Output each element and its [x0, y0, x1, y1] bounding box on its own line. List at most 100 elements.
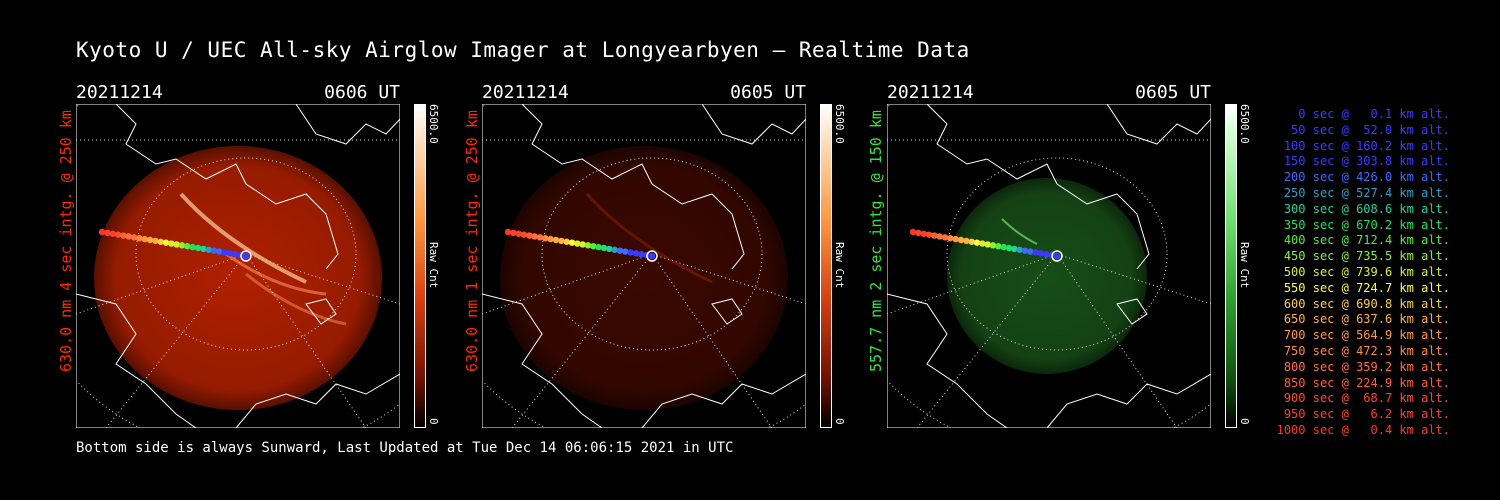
- panel-2-allsky-image: [482, 104, 806, 428]
- panel-3-allsky-image: [887, 104, 1211, 428]
- trajectory-point: [1016, 246, 1023, 253]
- trajectory-point: [568, 239, 576, 246]
- trajectory-legend: 0 sec @ 0.1 km alt. 50 sec @ 52.0 km alt…: [1250, 107, 1450, 439]
- legend-row: 200 sec @ 426.0 km alt.: [1283, 170, 1450, 185]
- trajectory-point: [1005, 244, 1013, 252]
- legend-row: 350 sec @ 670.2 km alt.: [1283, 217, 1450, 232]
- legend-row: 600 sec @ 690.8 km alt.: [1283, 296, 1450, 311]
- trajectory-point: [1053, 252, 1061, 260]
- legend-row: 400 sec @ 712.4 km alt.: [1283, 233, 1450, 248]
- sky-image: [94, 146, 382, 410]
- panel-1-colorbar-label: Raw Cnt: [427, 242, 440, 289]
- coastline: [1116, 298, 1148, 325]
- panel-2-date: 20211214: [482, 82, 569, 103]
- trajectory-point: [515, 230, 522, 237]
- aurora-arc: [245, 272, 347, 326]
- panel-1-date: 20211214: [76, 82, 163, 103]
- panel-3-date: 20211214: [887, 82, 974, 103]
- meridian-line: [651, 253, 773, 428]
- trajectory-point: [616, 247, 624, 254]
- trajectory-point: [1021, 247, 1029, 254]
- trajectory-point: [130, 234, 138, 241]
- panel-3-ylabel: 557.7 nm 2 sec intg. @ 150 km: [867, 110, 885, 372]
- trajectory-point: [1027, 248, 1034, 255]
- trajectory-point: [979, 240, 986, 247]
- trajectory-point: [536, 234, 544, 241]
- trajectory-point: [226, 250, 234, 257]
- trajectory-point: [584, 242, 592, 249]
- trajectory-point: [973, 239, 981, 246]
- meridian-line: [1056, 253, 1178, 428]
- trajectory-point: [210, 247, 218, 254]
- observatory-marker: [240, 250, 252, 262]
- trajectory-point: [136, 235, 143, 242]
- trajectory-point: [552, 236, 560, 244]
- trajectory-point: [989, 242, 997, 249]
- legend-row: 850 sec @ 224.9 km alt.: [1283, 375, 1450, 390]
- trajectory-point: [611, 246, 618, 253]
- trajectory-point: [595, 243, 602, 251]
- panel-2-time: 0605 UT: [730, 82, 806, 103]
- legend-row: 450 sec @ 735.5 km alt.: [1283, 249, 1450, 264]
- trajectory-point: [526, 232, 533, 239]
- sky-image: [500, 146, 788, 410]
- trajectory-point: [242, 252, 250, 260]
- coastline: [305, 298, 337, 325]
- meridian-line: [1056, 253, 1211, 305]
- trajectory-point: [98, 228, 106, 236]
- observatory-marker: [646, 250, 658, 262]
- panel-3-colorbar: [1225, 104, 1237, 428]
- latitude-circle: [541, 157, 763, 351]
- trajectory-point: [957, 236, 965, 244]
- coastline: [887, 293, 1008, 428]
- trajectory-point: [178, 242, 186, 249]
- trajectory-point: [931, 232, 938, 239]
- trajectory-point: [648, 252, 656, 260]
- legend-row: 100 sec @ 160.2 km alt.: [1283, 138, 1450, 153]
- trajectory-point: [638, 251, 645, 258]
- legend-row: 150 sec @ 303.8 km alt.: [1283, 154, 1450, 169]
- trajectory-point: [162, 239, 170, 246]
- trajectory-point: [232, 251, 239, 258]
- latitude-circle: [946, 157, 1168, 351]
- meridian-line: [651, 253, 806, 305]
- trajectory-point: [606, 245, 613, 253]
- coastline: [235, 373, 400, 428]
- trajectory-point: [146, 236, 154, 244]
- legend-row: 500 sec @ 739.6 km alt.: [1283, 264, 1450, 279]
- trajectory-point: [1037, 250, 1045, 257]
- trajectory-point: [173, 241, 180, 248]
- trajectory-point: [590, 243, 597, 250]
- coastline: [641, 373, 806, 428]
- legend-row: 800 sec @ 359.2 km alt.: [1283, 359, 1450, 374]
- trajectory-point: [194, 244, 202, 252]
- trajectory-point: [205, 246, 212, 253]
- legend-row: 700 sec @ 564.9 km alt.: [1283, 328, 1450, 343]
- panel-1-time: 0606 UT: [324, 82, 400, 103]
- trajectory-point: [622, 248, 629, 255]
- trajectory-point: [995, 243, 1002, 250]
- trajectory-point: [531, 233, 538, 240]
- trajectory-point: [109, 230, 116, 237]
- trajectory-point: [189, 243, 196, 251]
- panel-1-allsky-image: [76, 104, 400, 428]
- trajectory-point: [936, 233, 943, 240]
- meridian-line: [245, 253, 367, 428]
- trajectory-point: [909, 228, 917, 236]
- panel-3-time: 0605 UT: [1135, 82, 1211, 103]
- coastline: [1046, 373, 1211, 428]
- coastline: [76, 293, 197, 428]
- panel-2-colorbar-max: 6500.0: [833, 104, 846, 144]
- coastline: [1106, 104, 1211, 145]
- trajectory-point: [152, 237, 159, 245]
- trajectory-point: [579, 241, 586, 248]
- aurora-arc: [179, 192, 307, 284]
- coastline: [926, 104, 1150, 270]
- legend-row: 550 sec @ 724.7 km alt.: [1283, 280, 1450, 295]
- trajectory-point: [563, 238, 570, 245]
- trajectory-point: [221, 249, 228, 256]
- trajectory-point: [510, 229, 517, 237]
- trajectory-point: [963, 237, 970, 245]
- trajectory-point: [627, 249, 634, 256]
- panel-2-ylabel: 630.0 nm 1 sec intg. @ 250 km: [463, 110, 481, 372]
